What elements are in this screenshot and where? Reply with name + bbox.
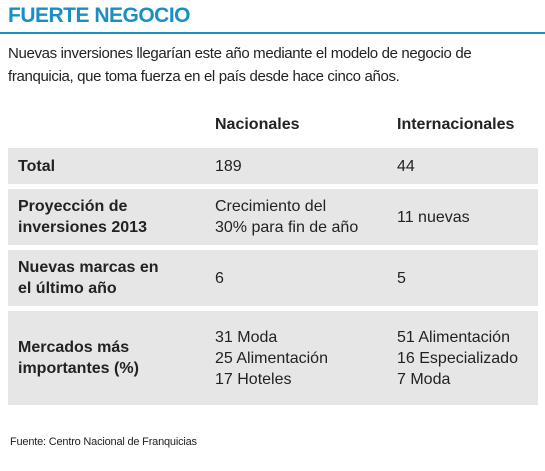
- subtitle-line: Nuevas inversiones llegarían este año me…: [8, 45, 472, 62]
- row-label-line: inversiones 2013: [18, 219, 147, 236]
- row-label-line: Total: [18, 157, 56, 175]
- row-label-line: Mercados más: [18, 339, 130, 356]
- title: FUERTE NEGOCIO: [8, 4, 191, 27]
- table-row: Total 189 44: [8, 148, 538, 184]
- column-header: Nacionales: [215, 116, 300, 133]
- subtitle-line: franquicia, que toma fuerza en el país d…: [8, 68, 400, 85]
- row-label-line: Proyección de: [18, 198, 128, 215]
- cell-line: 7 Moda: [397, 370, 451, 388]
- cell-line: Crecimiento del: [215, 198, 327, 215]
- table-cell: 31 Moda 25 Alimentación 17 Hoteles: [215, 327, 328, 390]
- row-label-line: Nuevas marcas en: [18, 259, 159, 276]
- table-cell: 44: [397, 156, 415, 177]
- table-cell: 5: [397, 268, 406, 289]
- cell-line: 31 Moda: [215, 328, 278, 346]
- cell-line: 11 nuevas: [397, 208, 470, 226]
- subtitle: Nuevas inversiones llegarían este año me…: [8, 42, 472, 88]
- cell-line: 6: [215, 269, 224, 287]
- table-cell: 11 nuevas: [397, 207, 470, 228]
- cell-line: 25 Alimentación: [215, 349, 328, 367]
- row-label: Nuevas marcas en el último año: [18, 257, 159, 299]
- table-cell: Crecimiento del 30% para fin de año: [215, 196, 358, 238]
- table: Nacionales Internacionales Total 189 44 Proye…: [8, 116, 538, 410]
- cell-line: 30% para fin de año: [215, 219, 359, 236]
- table-row: Mercados más importantes (%) 31 Moda 25 Ali…: [8, 311, 538, 405]
- row-label-line: el último año: [18, 280, 117, 297]
- cell-line: 5: [397, 269, 406, 287]
- table-row: Nuevas marcas en el último año 6 5: [8, 250, 538, 306]
- row-label-line: importantes (%): [18, 360, 139, 377]
- table-cell: 189: [215, 156, 242, 177]
- header-row: Nacionales Internacionales: [8, 116, 538, 148]
- source: Fuente: Centro Nacional de Franquicias: [10, 436, 197, 448]
- table-cell: 6: [215, 268, 224, 289]
- table-cell: 51 Alimentación 16 Especializado 7 Moda: [397, 327, 518, 390]
- cell-line: 51 Alimentación: [397, 328, 510, 346]
- cell-line: 44: [397, 157, 415, 175]
- cell-line: 189: [215, 157, 242, 175]
- cell-line: 17 Hoteles: [215, 370, 292, 388]
- column-header: Internacionales: [397, 116, 515, 133]
- title-rule: [0, 32, 545, 34]
- row-label: Total: [18, 156, 55, 177]
- cell-line: 16 Especializado: [397, 349, 518, 367]
- row-label: Proyección de inversiones 2013: [18, 196, 147, 238]
- row-label: Mercados más importantes (%): [18, 337, 139, 379]
- table-row: Proyección de inversiones 2013 Crecimiento…: [8, 189, 538, 245]
